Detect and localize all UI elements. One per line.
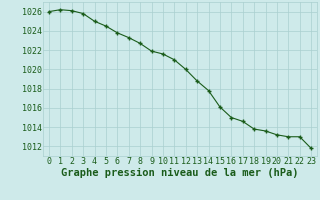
X-axis label: Graphe pression niveau de la mer (hPa): Graphe pression niveau de la mer (hPa)	[61, 168, 299, 178]
